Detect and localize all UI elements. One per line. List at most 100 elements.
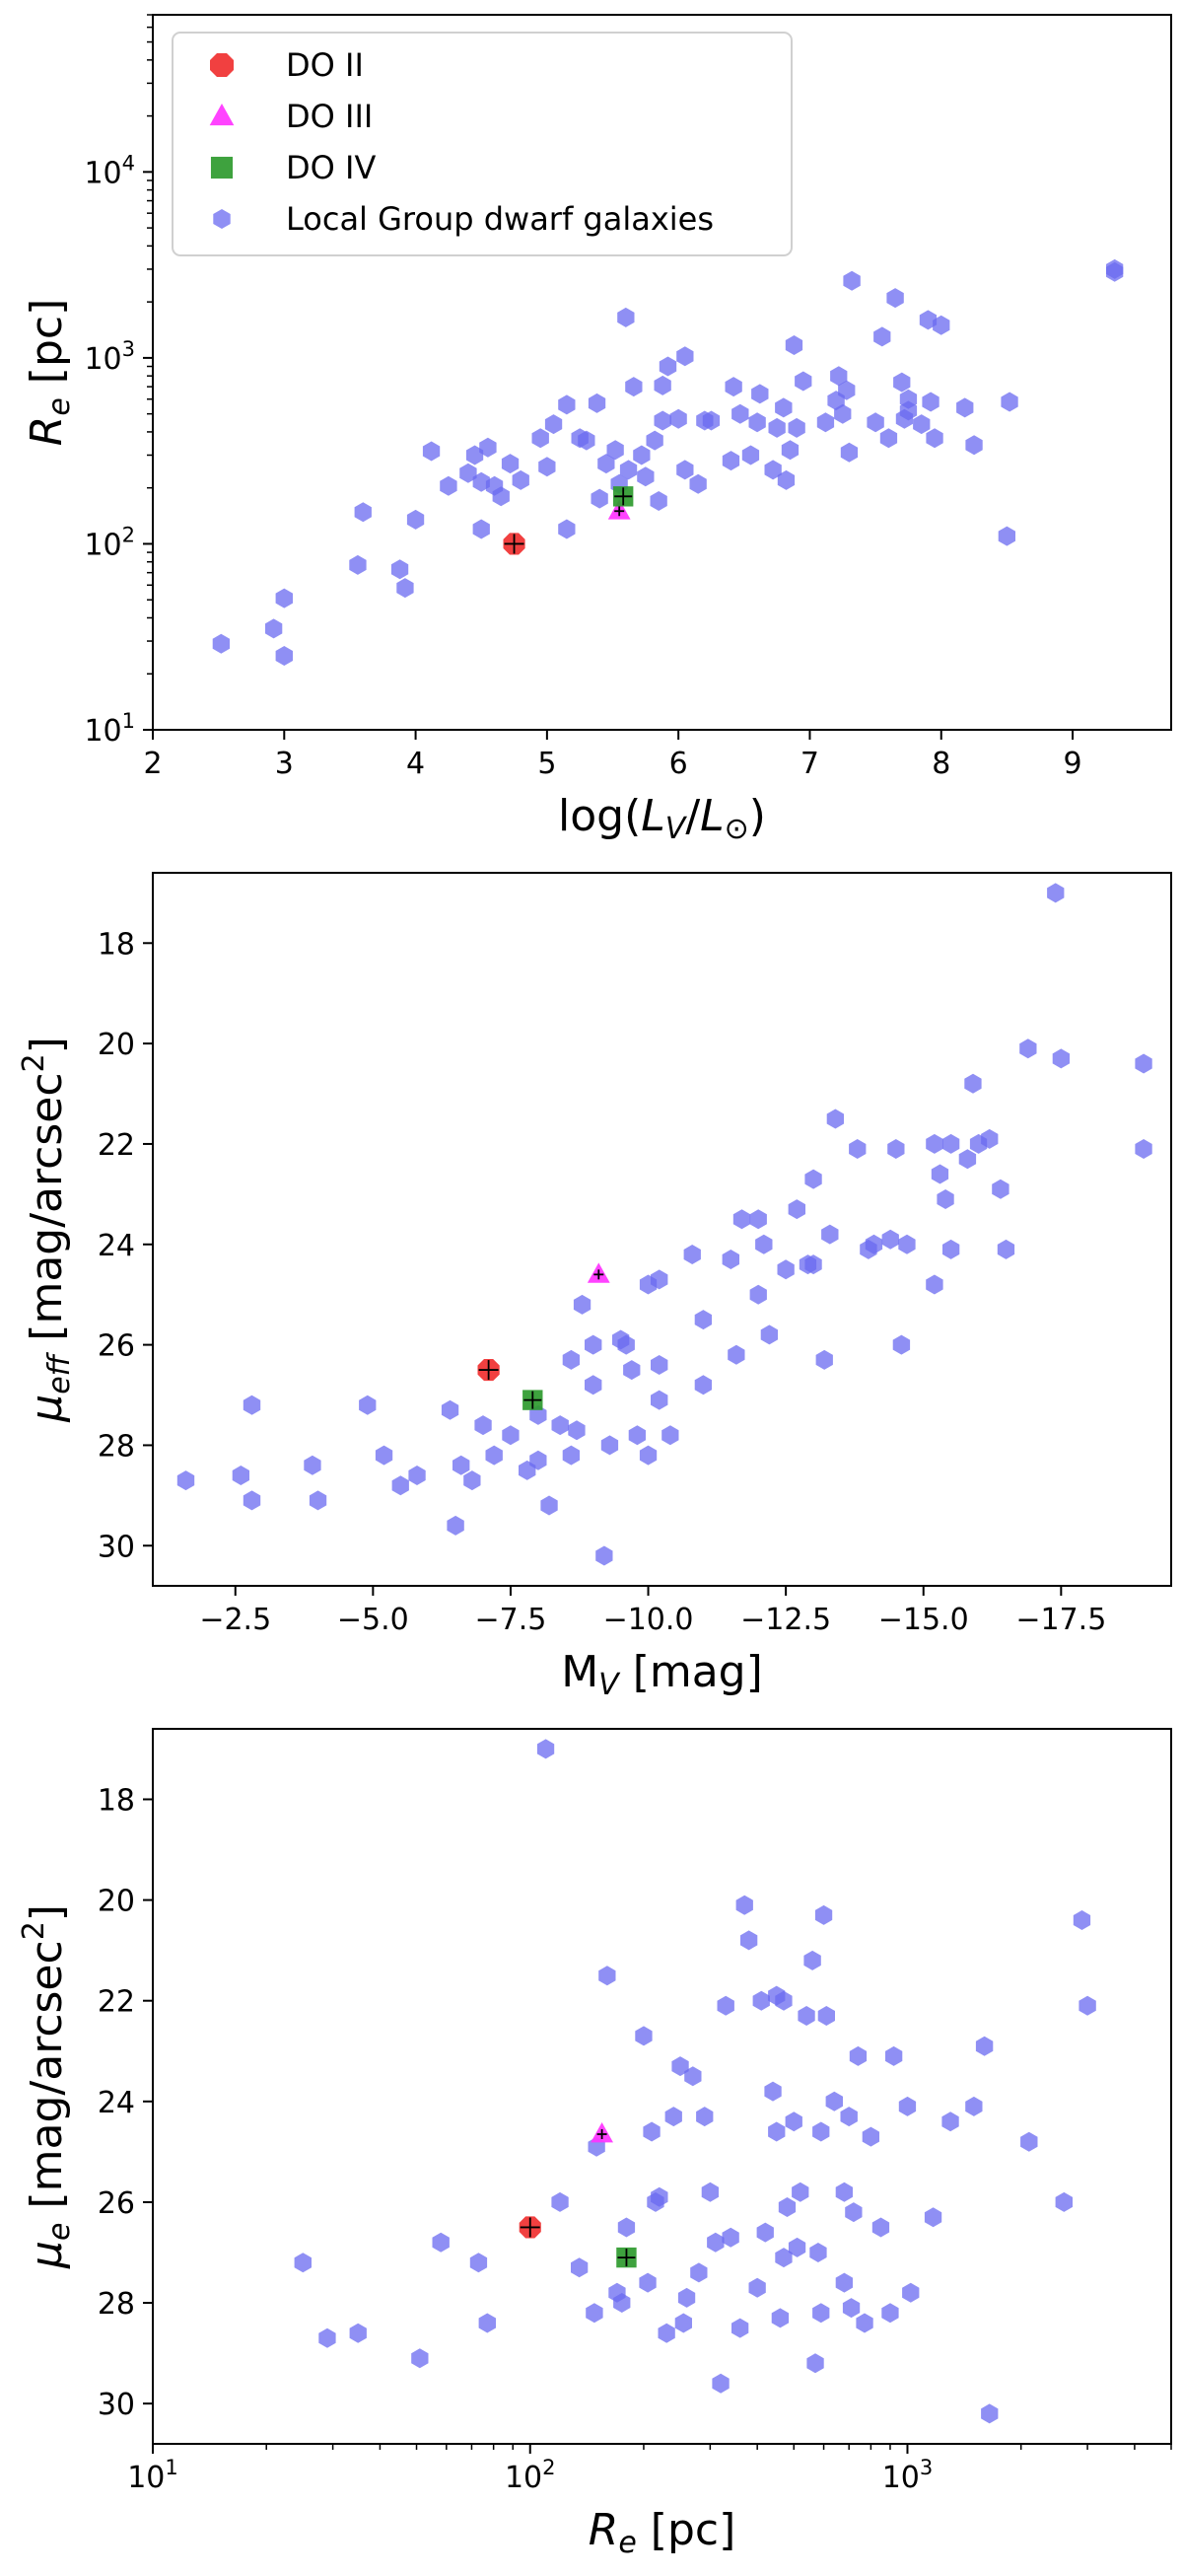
legend-label: DO IV — [286, 149, 376, 186]
dwarf-galaxy-point — [942, 1133, 960, 1154]
y-axis-label: μeff [mag/arcsec2] — [17, 1037, 77, 1423]
dwarf-galaxy-point — [176, 1470, 195, 1491]
x-tick-label: 102 — [505, 2456, 556, 2495]
y-tick-label: 22 — [98, 1985, 135, 2020]
dwarf-galaxy-point — [536, 1739, 555, 1759]
dwarf-galaxy-point — [654, 375, 671, 395]
dwarf-galaxy-point — [926, 1133, 943, 1154]
dwarf-galaxy-point — [472, 519, 490, 539]
dwarf-galaxy-point — [694, 1310, 712, 1330]
dwarf-galaxy-point — [598, 1966, 616, 1986]
legend-label: DO III — [286, 98, 373, 135]
dwarf-galaxy-point — [690, 2262, 708, 2283]
y-tick-label: 22 — [98, 1128, 135, 1163]
x-tick-label: 101 — [127, 2456, 178, 2495]
error-bar — [504, 534, 524, 554]
legend-item: DO III — [209, 98, 373, 135]
x-tick-label: −15.0 — [878, 1603, 969, 1637]
x-axis-label: Re [pc] — [589, 2505, 736, 2560]
dwarf-galaxy-point — [845, 2202, 863, 2223]
dwarf-galaxy-point — [243, 1395, 261, 1415]
dwarf-galaxy-point — [731, 403, 749, 424]
dwarf-galaxy-point — [788, 1199, 805, 1220]
x-tick-label: 9 — [1063, 747, 1081, 781]
panel-re-vs-luminosity: 2 3 4 5 6 7 8 9 101 102 103 104 log(LV/L⊙) Re [pc] DO … — [22, 14, 1172, 846]
legend-label: Local Group dwarf galaxies — [286, 200, 714, 238]
dwarf-galaxy-point — [879, 428, 898, 449]
dwarf-galaxy-point — [452, 1455, 470, 1475]
dwarf-galaxy-point — [781, 440, 800, 461]
dwarf-galaxy-point — [212, 633, 230, 654]
y-tick-label: 24 — [98, 2086, 135, 2120]
y-tick-label: 26 — [98, 2186, 135, 2221]
dwarf-galaxy-point — [748, 412, 766, 433]
dwarf-galaxy-point — [639, 2272, 657, 2293]
dwarf-galaxy-point — [643, 2121, 661, 2142]
dwarf-galaxy-point — [731, 2318, 749, 2338]
dwarf-galaxy-point — [804, 1169, 822, 1189]
dwarf-galaxy-point — [838, 380, 856, 400]
dwarf-galaxy-point — [898, 2096, 917, 2116]
dwarf-galaxy-point — [1001, 392, 1018, 412]
dwarf-galaxy-point — [529, 1404, 547, 1425]
dwarf-galaxy-point — [881, 2303, 899, 2324]
dwarf-galaxy-point — [741, 445, 760, 465]
dwarf-galaxy-point — [815, 1349, 833, 1370]
dwarf-galaxy-point — [825, 2091, 843, 2111]
dwarf-galaxy-point — [981, 1128, 999, 1149]
y-tick-label: 101 — [84, 709, 135, 749]
dwarf-galaxy-point — [658, 2323, 675, 2343]
dwarf-galaxy-point — [474, 1415, 492, 1436]
error-bar — [617, 2249, 636, 2267]
dwarf-galaxy-point — [304, 1455, 321, 1475]
dwarf-galaxy-point — [463, 1470, 481, 1491]
dwarf-galaxy-point — [885, 2045, 903, 2066]
dwarf-galaxy-point — [755, 1234, 773, 1254]
dwarf-galaxy-point — [617, 1334, 635, 1355]
dwarf-galaxy-point — [778, 2197, 797, 2217]
dwarf-galaxy-point — [788, 2237, 806, 2257]
dwarf-galaxy-point — [440, 475, 457, 496]
dwarf-galaxy-point — [501, 454, 520, 474]
dwarf-galaxy-point — [683, 1245, 701, 1264]
dwarf-galaxy-point — [926, 428, 943, 449]
dwarf-galaxy-point — [937, 1189, 954, 1209]
dwarf-galaxy-point — [958, 1149, 977, 1170]
dwarf-galaxy-point — [676, 346, 694, 367]
dwarf-galaxy-point — [849, 1139, 867, 1159]
dwarf-galaxy-point — [597, 454, 615, 474]
y-axis-label: Re [pc] — [22, 299, 77, 447]
dwarf-galaxy-point — [1135, 1053, 1152, 1074]
dwarf-galaxy-point — [964, 1073, 982, 1094]
dwarf-galaxy-point — [712, 2373, 730, 2394]
legend-item: DO IV — [210, 149, 376, 186]
error-bar — [478, 1360, 499, 1381]
dwarf-galaxy-point — [924, 2207, 942, 2228]
dwarf-galaxy-point — [892, 1334, 911, 1355]
dwarf-galaxy-point — [777, 469, 796, 490]
dwarf-galaxy-point — [664, 2107, 682, 2127]
points-layer — [294, 1739, 1096, 2424]
legend-marker-hexagon — [213, 209, 231, 229]
dwarf-galaxy-point — [617, 2217, 636, 2238]
points-layer — [212, 258, 1124, 666]
dwarf-galaxy-point — [768, 2121, 786, 2142]
dwarf-galaxy-point — [571, 2257, 589, 2278]
y-tick-label: 30 — [98, 1530, 135, 1564]
dwarf-galaxy-point — [411, 2348, 429, 2369]
dwarf-galaxy-point — [578, 430, 595, 451]
dwarf-galaxy-point — [551, 1415, 569, 1436]
dwarf-galaxy-point — [816, 412, 835, 433]
dwarf-galaxy-point — [562, 1445, 580, 1466]
dwarf-galaxy-point — [544, 414, 563, 435]
dwarf-galaxy-point — [696, 2107, 714, 2127]
dwarf-galaxy-point — [617, 307, 635, 327]
dwarf-galaxy-point — [965, 435, 983, 456]
dwarf-galaxy-point — [585, 1375, 602, 1395]
dwarf-galaxy-point — [349, 2323, 367, 2343]
dwarf-galaxy-point — [459, 463, 477, 483]
dwarf-galaxy-point — [842, 2298, 861, 2319]
dwarf-galaxy-point — [492, 486, 510, 507]
dwarf-galaxy-point — [843, 270, 861, 291]
dwarf-galaxy-point — [472, 471, 490, 492]
